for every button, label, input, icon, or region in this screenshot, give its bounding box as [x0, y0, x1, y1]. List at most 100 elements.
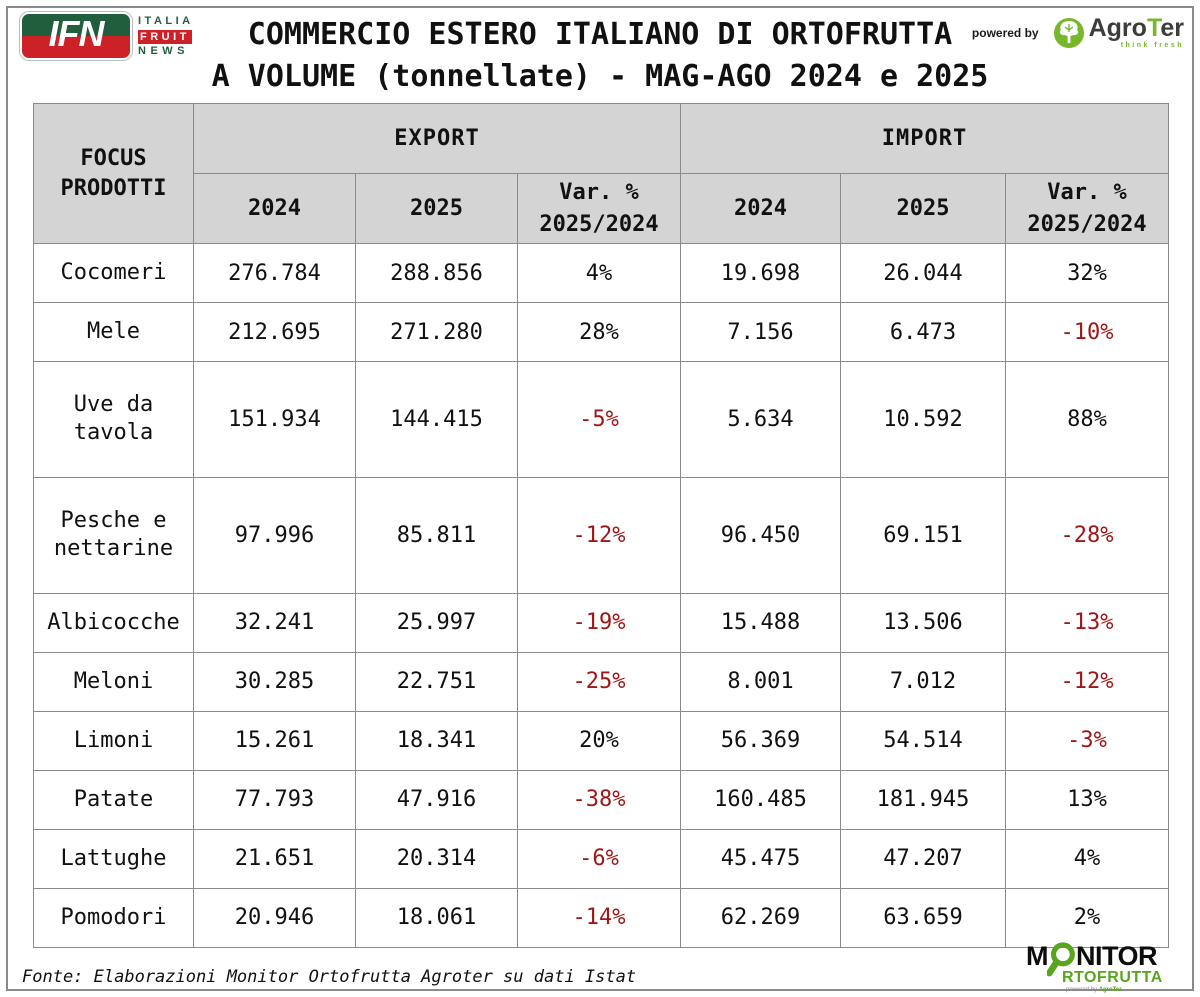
ifn-badge-icon: IFN — [20, 12, 132, 60]
import-2025-value: 26.044 — [840, 243, 1006, 303]
import-var-value: -12% — [1005, 651, 1169, 712]
export-2025-value: 47.916 — [355, 769, 518, 830]
export-2024-header: 2024 — [193, 173, 356, 244]
corner-header-focus-prodotti: FOCUS PRODOTTI — [33, 103, 194, 244]
export-2024-value: 20.946 — [193, 887, 356, 949]
import-2024-value: 45.475 — [680, 828, 841, 889]
import-var-value: 88% — [1005, 361, 1169, 478]
import-2024-value: 160.485 — [680, 769, 841, 830]
agroter-tree-icon — [1053, 17, 1084, 48]
export-2024-value: 212.695 — [193, 302, 356, 362]
table-row: Albicocche 32.241 25.997 -19% 15.488 13.… — [33, 592, 1169, 653]
page-title: COMMERCIO ESTERO ITALIANO DI ORTOFRUTTA … — [0, 14, 1200, 98]
table-row: Mele 212.695 271.280 28% 7.156 6.473 -10… — [33, 302, 1169, 362]
agroter-text-agro: Agro — [1088, 14, 1147, 42]
product-name: Cocomeri — [33, 243, 194, 303]
import-2025-value: 47.207 — [840, 828, 1006, 889]
source-note: Fonte: Elaborazioni Monitor Ortofrutta A… — [22, 967, 637, 987]
product-name: Meloni — [33, 651, 194, 712]
export-2025-value: 271.280 — [355, 302, 518, 362]
import-2024-value: 62.269 — [680, 887, 841, 949]
import-var-value: -13% — [1005, 592, 1169, 653]
import-2024-value: 7.156 — [680, 302, 841, 362]
export-var-value: 28% — [517, 302, 681, 362]
product-name: Limoni — [33, 710, 194, 771]
import-2025-value: 7.012 — [840, 651, 1006, 712]
table-row: Pomodori 20.946 18.061 -14% 62.269 63.65… — [33, 887, 1169, 949]
ifn-acronym: IFN — [48, 13, 105, 54]
export-2024-value: 151.934 — [193, 361, 356, 478]
monitor-text-nitor: NITOR — [1076, 941, 1158, 971]
import-var-value: -3% — [1005, 710, 1169, 771]
import-2025-value: 10.592 — [840, 361, 1006, 478]
table-subheader-row: 2024 2025 Var. % 2025/2024 2024 2025 Var… — [34, 173, 1169, 244]
import-2025-value: 54.514 — [840, 710, 1006, 771]
ifn-logo: IFN ITALIA FRUIT NEWS — [20, 12, 194, 60]
export-2025-value: 288.856 — [355, 243, 518, 303]
export-var-value: -14% — [517, 887, 681, 949]
import-2024-value: 8.001 — [680, 651, 841, 712]
ifn-logo-text: ITALIA FRUIT NEWS — [138, 15, 194, 57]
agroter-wordmark: AgroTer think fresh — [1088, 14, 1184, 50]
trade-volume-table: FOCUS PRODOTTI EXPORT IMPORT 2024 2025 V… — [33, 103, 1169, 949]
import-var-value: 32% — [1005, 243, 1169, 303]
page-title-line1: COMMERCIO ESTERO ITALIANO DI ORTOFRUTTA — [247, 17, 953, 52]
export-var-header: Var. % 2025/2024 — [517, 173, 681, 244]
monitor-text-m: M — [1026, 941, 1049, 971]
export-2024-value: 21.651 — [193, 828, 356, 889]
powered-by-label: powered by — [971, 25, 1039, 40]
table-row: Pesche e nettarine 97.996 85.811 -12% 96… — [33, 476, 1169, 594]
export-2025-value: 18.341 — [355, 710, 518, 771]
product-name: Uve da tavola — [33, 361, 194, 478]
table-row: Limoni 15.261 18.341 20% 56.369 54.514 -… — [33, 710, 1169, 771]
import-2024-value: 5.634 — [680, 361, 841, 478]
table-row: Lattughe 21.651 20.314 -6% 45.475 47.207… — [33, 828, 1169, 889]
import-var-value: -28% — [1005, 476, 1169, 594]
table-row: Uve da tavola 151.934 144.415 -5% 5.634 … — [33, 361, 1169, 478]
export-2024-value: 15.261 — [193, 710, 356, 771]
export-2024-value: 97.996 — [193, 476, 356, 594]
monitor-wordmark: M NITOR — [1026, 937, 1184, 977]
export-2025-value: 25.997 — [355, 592, 518, 653]
export-2025-value: 85.811 — [355, 476, 518, 594]
import-var-value: 4% — [1005, 828, 1169, 889]
import-2024-value: 15.488 — [680, 592, 841, 653]
import-var-value: 2% — [1005, 887, 1169, 949]
product-name: Lattughe — [33, 828, 194, 889]
agroter-tagline: think fresh — [1120, 42, 1184, 49]
product-name: Pomodori — [33, 887, 194, 949]
import-2024-value: 56.369 — [680, 710, 841, 771]
ifn-fruit-label: FRUIT — [138, 30, 192, 44]
table-row: Patate 77.793 47.916 -38% 160.485 181.94… — [33, 769, 1169, 830]
monitor-powered-by: powered by AgroTer — [1066, 987, 1122, 993]
magnifier-icon — [1047, 942, 1075, 977]
import-2025-value: 13.506 — [840, 592, 1006, 653]
export-2024-value: 77.793 — [193, 769, 356, 830]
export-var-value: -5% — [517, 361, 681, 478]
export-var-value: -6% — [517, 828, 681, 889]
export-var-value: -12% — [517, 476, 681, 594]
import-2024-value: 19.698 — [680, 243, 841, 303]
import-2025-value: 63.659 — [840, 887, 1006, 949]
import-2025-value: 69.151 — [840, 476, 1006, 594]
export-var-value: 20% — [517, 710, 681, 771]
agroter-text-er: er — [1160, 14, 1184, 42]
export-2025-value: 144.415 — [355, 361, 518, 478]
export-2025-header: 2025 — [355, 173, 518, 244]
agroter-logo: powered by AgroTer think fresh — [971, 14, 1184, 50]
export-2025-value: 18.061 — [355, 887, 518, 949]
export-var-value: -19% — [517, 592, 681, 653]
ortofrutta-label: RTOFRUTTA — [1062, 969, 1163, 986]
ifn-news-label: NEWS — [138, 45, 189, 57]
monitor-powered-brand: AgroTer — [1098, 987, 1122, 993]
table-row: Meloni 30.285 22.751 -25% 8.001 7.012 -1… — [33, 651, 1169, 712]
export-var-value: -25% — [517, 651, 681, 712]
import-var-value: 13% — [1005, 769, 1169, 830]
import-2025-header: 2025 — [840, 173, 1006, 244]
import-2024-value: 96.450 — [680, 476, 841, 594]
export-2024-value: 30.285 — [193, 651, 356, 712]
import-2025-value: 6.473 — [840, 302, 1006, 362]
export-var-value: -38% — [517, 769, 681, 830]
monitor-ortofrutta-logo: M NITOR RTOFRUTTA powered by AgroTer — [1026, 937, 1184, 993]
table-row: Cocomeri 276.784 288.856 4% 19.698 26.04… — [33, 243, 1169, 303]
